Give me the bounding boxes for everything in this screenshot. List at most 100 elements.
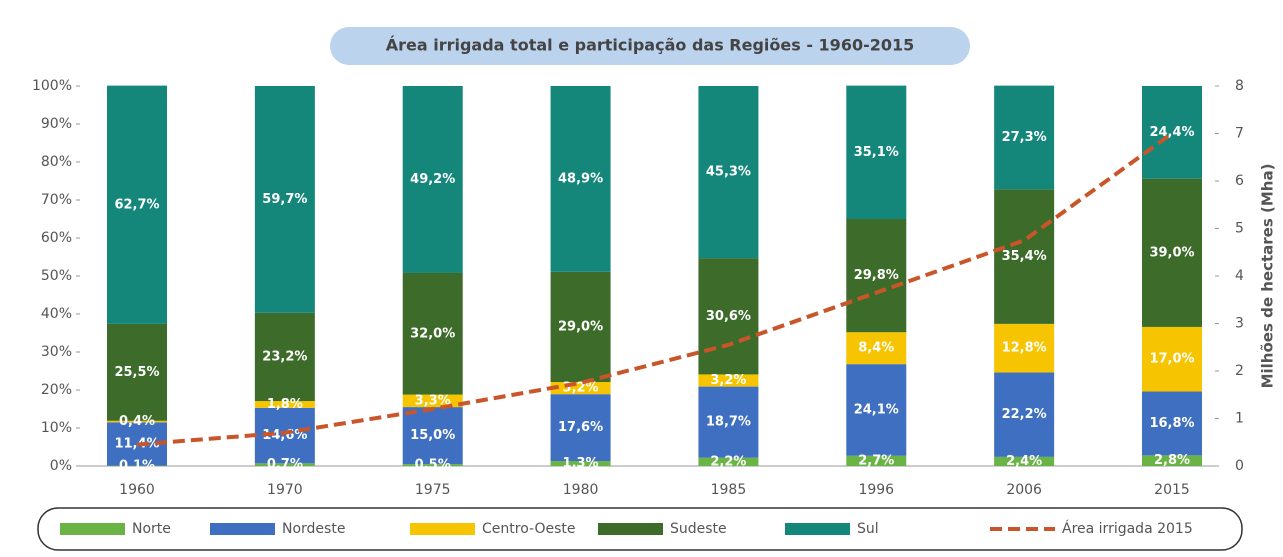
data-label: 23,2%: [262, 349, 307, 364]
bar-segment: [402, 464, 463, 466]
data-label: 2,2%: [710, 454, 746, 469]
bar-segment: [994, 456, 1055, 466]
legend-label: Centro-Oeste: [482, 521, 576, 537]
data-label: 1,3%: [563, 456, 599, 471]
legend-label: Área irrigada 2015: [1062, 520, 1193, 537]
data-label: 3,2%: [563, 381, 599, 396]
data-label: 59,7%: [262, 192, 307, 207]
data-label: 35,4%: [1002, 249, 1047, 264]
bar-segment: [994, 372, 1055, 457]
data-label: 49,2%: [410, 172, 455, 187]
data-label: 0,1%: [119, 458, 155, 473]
data-label: 32,0%: [410, 326, 455, 341]
data-label: 18,7%: [706, 415, 751, 430]
data-label: 25,5%: [114, 365, 159, 380]
data-label: 30,6%: [706, 309, 751, 324]
bar-segment: [402, 86, 463, 273]
data-label: 1,8%: [267, 397, 303, 412]
data-label: 3,3%: [415, 393, 451, 408]
data-label: 29,0%: [558, 319, 603, 334]
y2-tick-label: 5: [1235, 221, 1244, 237]
x-tick-label: 1985: [711, 482, 747, 498]
data-label: 39,0%: [1149, 245, 1194, 260]
data-label: 2,8%: [1154, 453, 1190, 468]
data-label: 24,4%: [1149, 125, 1194, 140]
legend-box: [37, 507, 1243, 551]
bar-segment: [550, 394, 611, 462]
bar-segment: [994, 323, 1055, 373]
data-label: 16,8%: [1149, 416, 1194, 431]
legend-swatch: [210, 523, 275, 535]
y2-tick-label: 6: [1235, 173, 1244, 189]
data-label: 0,7%: [267, 457, 303, 472]
legend-label: Sudeste: [670, 521, 727, 537]
data-label: 3,2%: [710, 373, 746, 388]
y2-tick-label: 7: [1235, 126, 1244, 142]
y-tick-label: 90%: [41, 116, 72, 132]
y2-tick-label: 8: [1235, 78, 1244, 94]
y-tick-label: 30%: [41, 344, 72, 360]
bar-segment: [402, 407, 463, 465]
data-label: 17,0%: [1149, 352, 1194, 367]
y-tick-label: 0%: [50, 458, 72, 474]
y-tick-label: 40%: [41, 306, 72, 322]
legend-swatch: [598, 523, 663, 535]
y2-tick-label: 2: [1235, 363, 1244, 379]
bar-segment: [550, 271, 611, 383]
data-label: 2,4%: [1006, 454, 1042, 469]
bar-segment: [846, 364, 907, 456]
bar-segment: [402, 394, 463, 408]
x-tick-label: 1970: [267, 482, 303, 498]
data-label: 0,4%: [119, 414, 155, 429]
x-tick-label: 1996: [858, 482, 894, 498]
bar-segment: [1142, 455, 1202, 466]
data-label: 15,0%: [410, 428, 455, 443]
bar-segment: [698, 86, 759, 259]
legend-swatch: [785, 523, 850, 535]
data-label: 0,5%: [415, 458, 451, 473]
y-tick-label: 60%: [41, 230, 72, 246]
legend-label: Nordeste: [282, 521, 345, 537]
legend-label: Sul: [857, 521, 879, 537]
bar-segment: [107, 85, 167, 324]
bar-segment: [107, 323, 167, 421]
bar-segment: [402, 272, 463, 395]
data-label: 62,7%: [114, 197, 159, 212]
bar-segment: [846, 455, 907, 466]
y-tick-label: 50%: [41, 268, 72, 284]
bar-segment: [698, 374, 759, 387]
bar-segment: [846, 85, 907, 220]
bar-segment: [550, 461, 611, 466]
x-tick-label: 2015: [1154, 482, 1190, 498]
y2-tick-label: 1: [1235, 411, 1244, 427]
data-label: 27,3%: [1002, 130, 1047, 145]
y-tick-label: 70%: [41, 192, 72, 208]
data-label: 22,2%: [1002, 407, 1047, 422]
bar-segment: [1142, 178, 1202, 327]
bar-segment: [994, 189, 1055, 324]
bar-segment: [846, 219, 907, 333]
x-tick-label: 1975: [415, 482, 451, 498]
legend-swatch: [410, 523, 475, 535]
y2-tick-label: 4: [1235, 268, 1244, 284]
bar-segment: [698, 457, 759, 466]
x-tick-label: 2006: [1006, 482, 1042, 498]
bar-segment: [254, 401, 315, 408]
bar-segment: [254, 312, 315, 402]
data-label: 17,6%: [558, 420, 603, 435]
data-label: 35,1%: [854, 145, 899, 160]
bar-segment: [550, 86, 611, 272]
y-tick-label: 80%: [41, 154, 72, 170]
bar-segment: [698, 258, 759, 375]
title-pill: [330, 27, 970, 65]
x-tick-label: 1980: [563, 482, 599, 498]
bar-segment: [107, 420, 167, 423]
bar-segment: [254, 86, 315, 313]
y2-tick-label: 3: [1235, 316, 1244, 332]
y2-axis-label: Milhões de hectares (Mha): [1259, 164, 1277, 389]
data-label: 45,3%: [706, 165, 751, 180]
data-label: 48,9%: [558, 171, 603, 186]
data-label: 29,8%: [854, 268, 899, 283]
bar-segment: [994, 85, 1055, 190]
